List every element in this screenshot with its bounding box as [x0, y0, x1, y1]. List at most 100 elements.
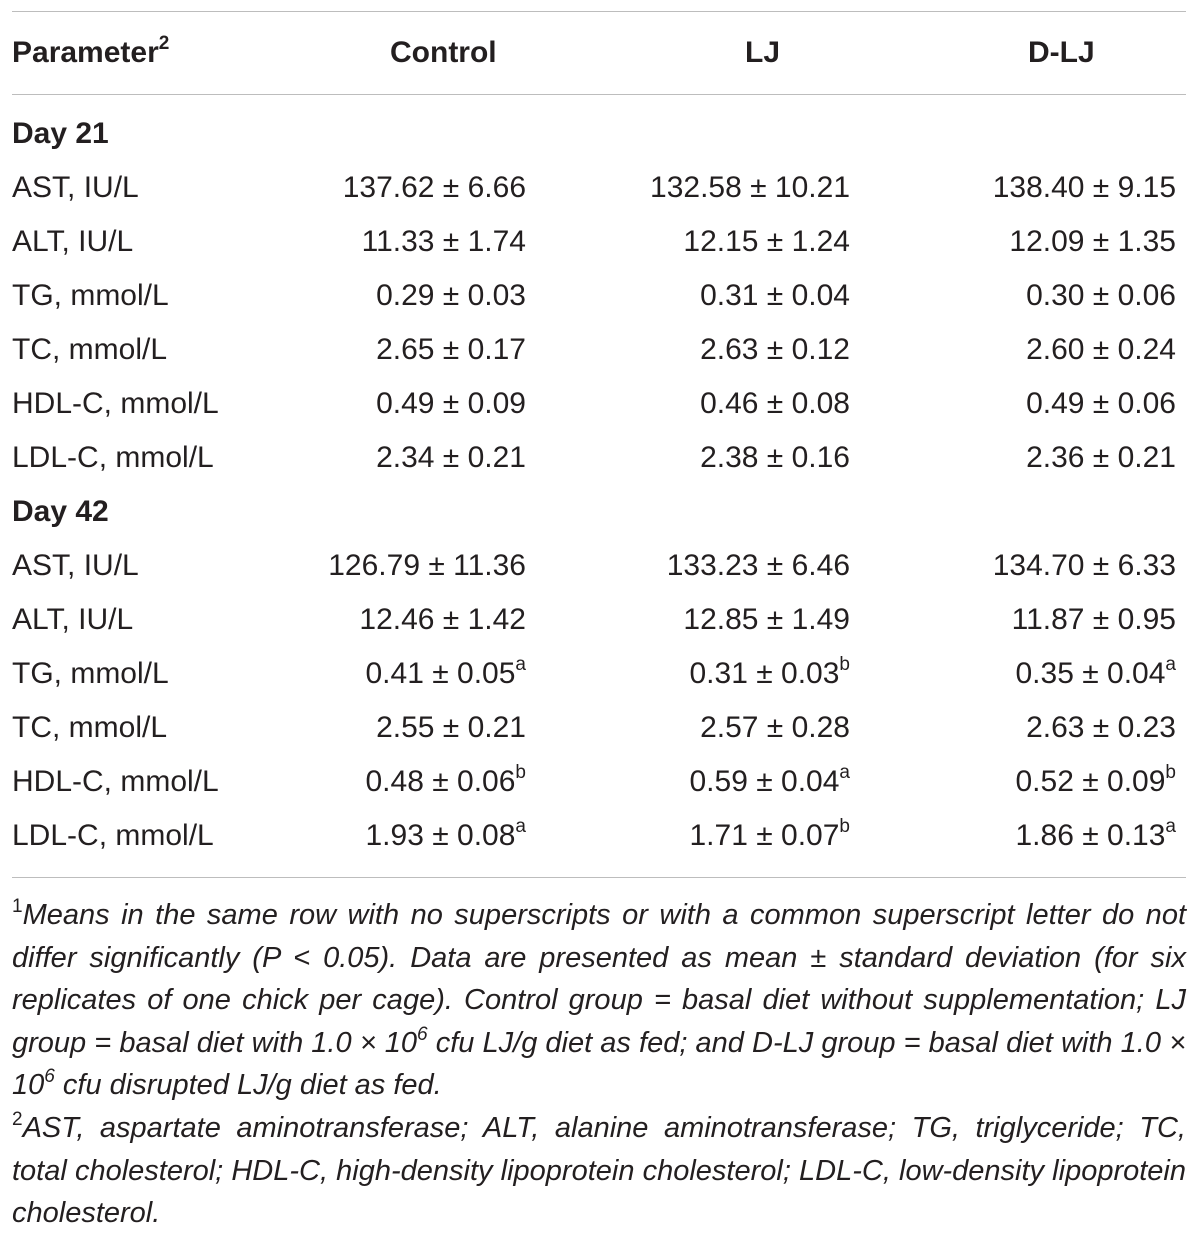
cell-value: 1.86 ± 0.13: [1015, 819, 1166, 852]
cell-value: 2.63 ± 0.12: [700, 333, 850, 366]
cell-value: 2.60 ± 0.24: [1026, 333, 1176, 366]
cell-dlj: 138.40 ± 9.15: [993, 170, 1176, 206]
cell-control: 0.41 ± 0.05a: [366, 654, 527, 692]
cell-dlj: 12.09 ± 1.35: [1009, 224, 1176, 260]
cell-value: 11.33 ± 1.74: [361, 225, 526, 258]
cell-dlj: 0.49 ± 0.06: [1026, 386, 1176, 422]
significance-letter: a: [1165, 654, 1176, 675]
cell-value: 0.48 ± 0.06: [365, 765, 516, 798]
cell-value: 2.65 ± 0.17: [376, 333, 526, 366]
header-dlj: D-LJ: [1028, 36, 1095, 69]
cell-value: 12.09 ± 1.35: [1009, 225, 1176, 258]
cell-value: 12.15 ± 1.24: [683, 225, 850, 258]
cell-lj: 12.85 ± 1.49: [683, 602, 850, 638]
cell-lj: 0.31 ± 0.04: [700, 278, 850, 314]
cell-value: 0.49 ± 0.09: [376, 387, 526, 420]
significance-letter: a: [1165, 816, 1176, 837]
cell-lj: 133.23 ± 6.46: [667, 548, 850, 584]
cell-control: 0.49 ± 0.09: [376, 386, 526, 422]
header-lj: LJ: [745, 36, 781, 69]
row-parameter: TG, mmol/L: [12, 657, 169, 690]
row-parameter: TC, mmol/L: [12, 333, 168, 366]
cell-value: 133.23 ± 6.46: [666, 549, 850, 582]
significance-letter: b: [515, 762, 526, 783]
header-parameter-sup: 2: [158, 33, 170, 54]
cell-lj: 2.63 ± 0.12: [700, 332, 850, 368]
row-parameter: TG, mmol/L: [12, 279, 169, 312]
footnote-2: 2AST, aspartate aminotransferase; ALT, a…: [12, 1107, 1186, 1235]
row-parameter: HDL-C, mmol/L: [12, 387, 219, 420]
footnote-1-text-c: cfu disrupted LJ/g diet as fed.: [54, 1069, 442, 1102]
cell-value: 2.34 ± 0.21: [376, 441, 526, 474]
section-title: Day 42: [12, 495, 109, 528]
cell-lj: 2.57 ± 0.28: [700, 710, 850, 746]
cell-control: 1.93 ± 0.08a: [365, 816, 527, 854]
cell-value: 0.30 ± 0.06: [1026, 279, 1176, 312]
cell-lj: 0.31 ± 0.03b: [689, 654, 851, 692]
cell-control: 137.62 ± 6.66: [343, 170, 526, 206]
row-parameter: ALT, IU/L: [12, 603, 134, 636]
footnote-1-exp-b: 6: [44, 1066, 55, 1088]
cell-control: 2.55 ± 0.21: [376, 710, 526, 746]
significance-letter: b: [839, 816, 850, 837]
cell-value: 0.31 ± 0.03: [689, 657, 840, 690]
cell-value: 1.93 ± 0.08: [365, 819, 516, 852]
footnote-1: 1Means in the same row with no superscri…: [12, 894, 1186, 1107]
cell-value: 126.79 ± 11.36: [328, 549, 526, 582]
header-parameter: Parameter2: [12, 33, 170, 71]
cell-value: 0.31 ± 0.04: [700, 279, 850, 312]
row-parameter: ALT, IU/L: [12, 225, 134, 258]
cell-dlj: 134.70 ± 6.33: [993, 548, 1176, 584]
cell-control: 2.65 ± 0.17: [376, 332, 526, 368]
cell-value: 2.63 ± 0.23: [1026, 711, 1176, 744]
cell-dlj: 1.86 ± 0.13a: [1015, 816, 1177, 854]
significance-letter: b: [839, 654, 850, 675]
cell-value: 132.58 ± 10.21: [650, 171, 850, 204]
row-parameter: HDL-C, mmol/L: [12, 765, 219, 798]
cell-control: 11.33 ± 1.74: [362, 224, 526, 260]
cell-lj: 132.58 ± 10.21: [650, 170, 850, 206]
cell-value: 0.29 ± 0.03: [376, 279, 526, 312]
cell-dlj: 2.60 ± 0.24: [1026, 332, 1176, 368]
cell-value: 0.59 ± 0.04: [689, 765, 840, 798]
cell-value: 134.70 ± 6.33: [992, 549, 1176, 582]
section-title: Day 21: [12, 117, 109, 150]
cell-value: 0.52 ± 0.09: [1015, 765, 1166, 798]
cell-lj: 1.71 ± 0.07b: [689, 816, 851, 854]
cell-dlj: 2.63 ± 0.23: [1026, 710, 1176, 746]
cell-control: 126.79 ± 11.36: [328, 548, 526, 584]
cell-value: 12.85 ± 1.49: [683, 603, 850, 636]
cell-lj: 2.38 ± 0.16: [700, 440, 850, 476]
cell-value: 2.36 ± 0.21: [1026, 441, 1176, 474]
footnote-1-marker: 1: [12, 896, 23, 917]
row-parameter: AST, IU/L: [12, 549, 139, 582]
significance-letter: b: [1165, 762, 1176, 783]
cell-value: 2.55 ± 0.21: [376, 711, 526, 744]
header-control: Control: [390, 36, 497, 69]
footnote-1-text-b: cfu LJ/g diet as fed; and D-LJ group = b…: [12, 1026, 1186, 1102]
bottom-rule: [12, 877, 1186, 878]
cell-value: 12.46 ± 1.42: [359, 603, 526, 636]
cell-dlj: 0.35 ± 0.04a: [1016, 654, 1177, 692]
cell-value: 11.87 ± 0.95: [1011, 603, 1176, 636]
footnote-1-text-a: Means in the same row with no superscrip…: [12, 899, 1186, 1059]
significance-letter: a: [515, 654, 526, 675]
cell-value: 138.40 ± 9.15: [992, 171, 1176, 204]
significance-letter: a: [839, 762, 850, 783]
cell-value: 0.49 ± 0.06: [1026, 387, 1176, 420]
footnote-2-text: AST, aspartate aminotransferase; ALT, al…: [12, 1112, 1186, 1230]
cell-value: 2.38 ± 0.16: [700, 441, 850, 474]
cell-value: 1.71 ± 0.07: [689, 819, 840, 852]
top-rule: [12, 11, 1186, 12]
significance-letter: a: [515, 816, 526, 837]
cell-control: 0.48 ± 0.06b: [365, 762, 527, 800]
header-parameter-label: Parameter: [12, 36, 159, 69]
cell-control: 0.29 ± 0.03: [376, 278, 526, 314]
cell-value: 2.57 ± 0.28: [700, 711, 850, 744]
cell-lj: 12.15 ± 1.24: [683, 224, 850, 260]
row-parameter: TC, mmol/L: [12, 711, 168, 744]
cell-dlj: 0.52 ± 0.09b: [1015, 762, 1177, 800]
cell-dlj: 2.36 ± 0.21: [1026, 440, 1176, 476]
row-parameter: LDL-C, mmol/L: [12, 441, 214, 474]
cell-dlj: 0.30 ± 0.06: [1026, 278, 1176, 314]
